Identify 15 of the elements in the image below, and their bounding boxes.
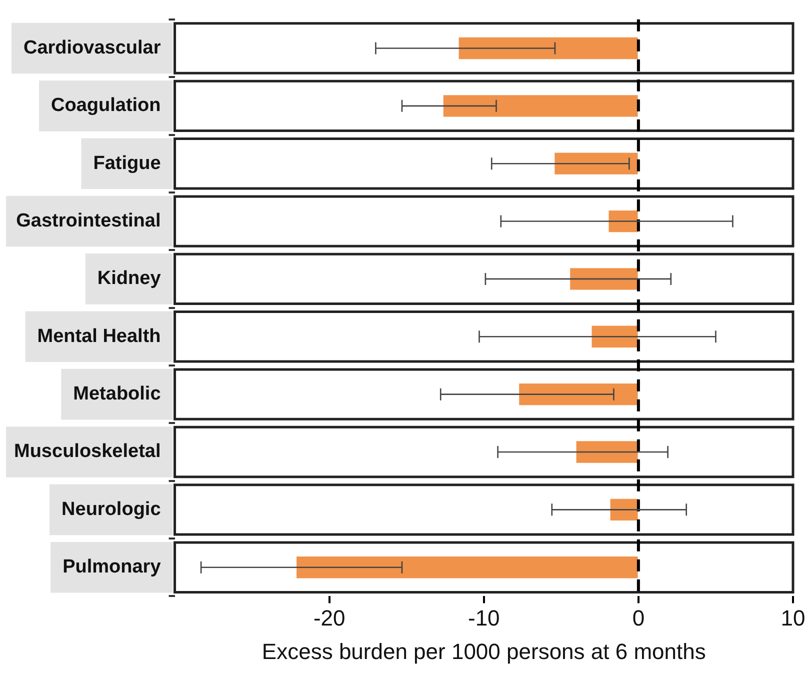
x-tick-label: 0 [632,605,645,630]
y-tick-label: Mental Health [37,326,161,347]
y-tick-label: Metabolic [73,384,162,405]
y-tick-label: Pulmonary [62,556,162,578]
y-tick-label: Cardiovascular [23,37,162,58]
y-tick-label: Musculoskeletal [14,441,161,462]
y-tick-label: Neurologic [62,498,162,520]
x-tick-label: -10 [468,605,500,630]
y-tick-label: Gastrointestinal [16,210,161,232]
y-tick-label: Coagulation [50,95,161,116]
x-tick-label: -20 [313,605,346,630]
x-tick-label: 10 [780,605,806,630]
y-tick-label: Kidney [97,268,162,290]
x-axis-title: Excess burden per 1000 persons at 6 months [262,638,706,664]
y-tick-label: Fatigue [93,152,161,174]
